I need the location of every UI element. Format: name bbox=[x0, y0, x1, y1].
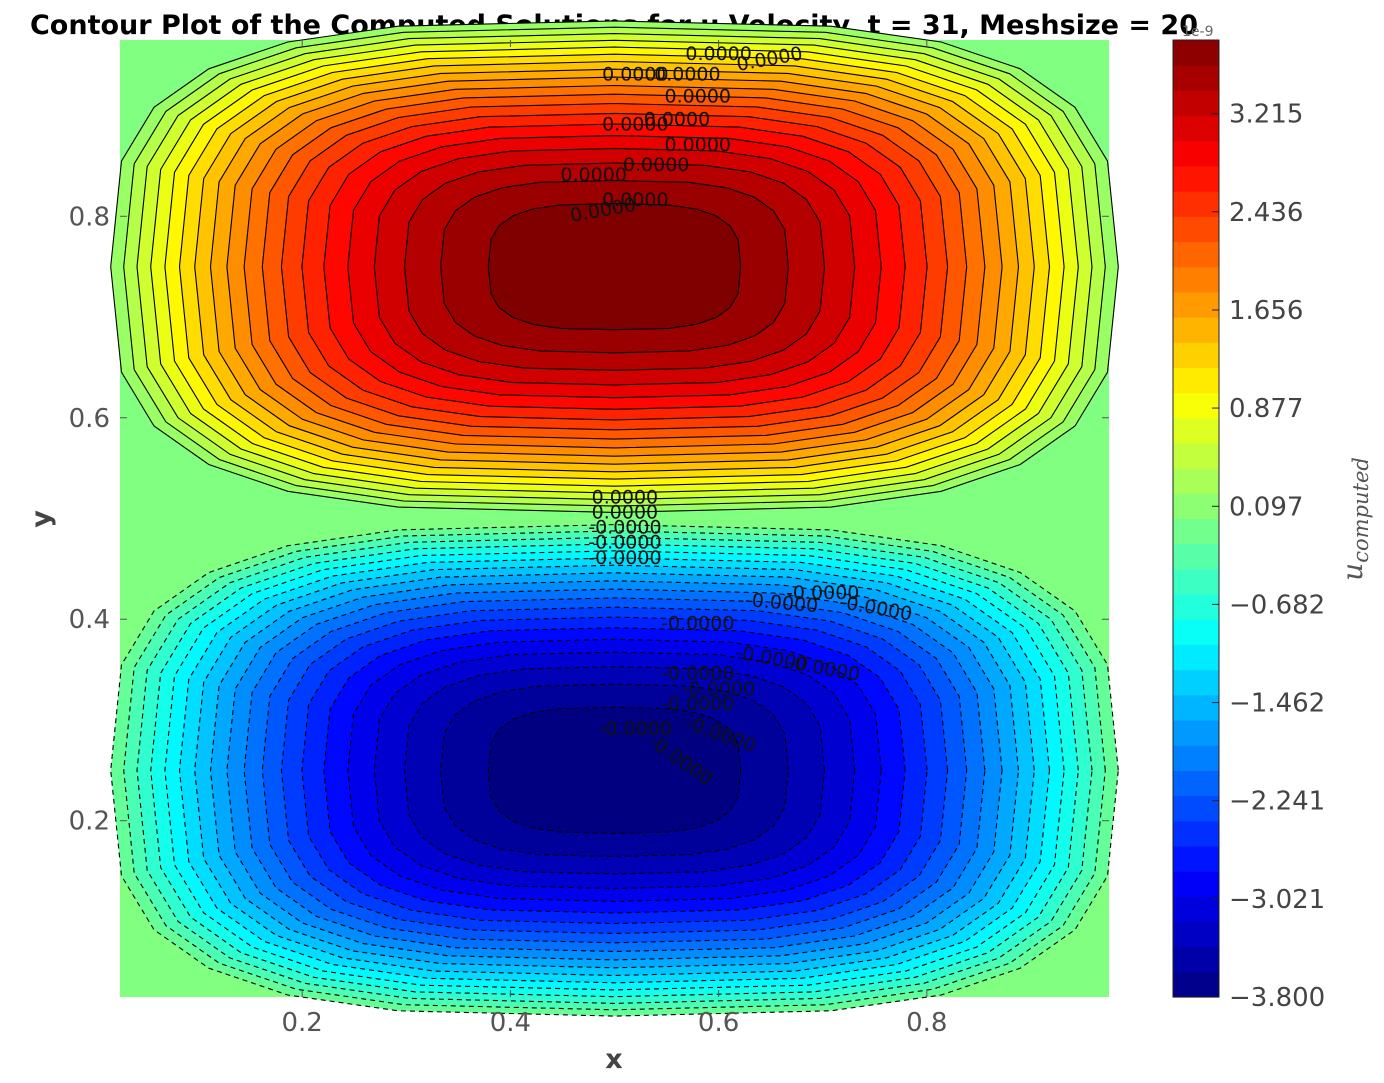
x-tick-label: 0.8 bbox=[906, 1008, 947, 1038]
colorbar-band bbox=[1173, 216, 1219, 243]
contour-label: 0.0000 bbox=[592, 502, 658, 524]
colorbar-frame bbox=[1172, 39, 1220, 998]
contour-label: -0.0000 bbox=[588, 517, 661, 539]
colorbar-label: ucomputed bbox=[1336, 457, 1373, 581]
colorbar-band bbox=[1173, 896, 1219, 923]
colorbar-band bbox=[1173, 65, 1219, 91]
x-axis-label: x bbox=[605, 1044, 622, 1075]
colorbar-band bbox=[1173, 644, 1219, 671]
colorbar-band bbox=[1173, 115, 1219, 142]
contour-label: 0.0000 bbox=[623, 154, 689, 176]
colorbar-tick-label: 2.436 bbox=[1229, 198, 1303, 228]
y-tick-label: 0.4 bbox=[69, 605, 110, 635]
x-tick-label: 0.6 bbox=[698, 1008, 739, 1038]
contour-label: -0.0000 bbox=[661, 693, 734, 715]
contour-labels: 0.00000.00000.00000.00000.00000.00000.00… bbox=[560, 43, 913, 791]
contour-label: -0.0000 bbox=[682, 678, 755, 700]
colorbar-band bbox=[1173, 795, 1219, 822]
colorbar-band bbox=[1173, 442, 1219, 469]
colorbar-tick-label: 0.877 bbox=[1229, 394, 1303, 424]
contour-label: 0.0000 bbox=[665, 134, 731, 156]
colorbar-band bbox=[1173, 871, 1219, 897]
colorbar-band bbox=[1173, 518, 1219, 545]
colorbar-band bbox=[1173, 367, 1219, 394]
colorbar-band bbox=[1173, 493, 1219, 520]
colorbar-band bbox=[1173, 921, 1219, 948]
colorbar-band bbox=[1173, 845, 1219, 872]
x-tick-label: 0.2 bbox=[282, 1008, 323, 1038]
colorbar-band bbox=[1173, 694, 1219, 721]
contour-label: 0.0000 bbox=[685, 43, 751, 65]
colorbar-band bbox=[1173, 619, 1219, 646]
contour-label: -0.0000 bbox=[661, 612, 734, 634]
contour-label: 0.0000 bbox=[602, 114, 668, 136]
x-tick-label: 0.4 bbox=[490, 1008, 531, 1038]
colorbar-band bbox=[1173, 594, 1219, 620]
colorbar-band bbox=[1173, 568, 1219, 595]
colorbar-band bbox=[1173, 140, 1219, 167]
colorbar-tick-label: 1.656 bbox=[1229, 296, 1303, 326]
colorbar-band bbox=[1173, 946, 1219, 973]
colorbar-band bbox=[1173, 417, 1219, 444]
colorbar-band bbox=[1173, 291, 1219, 318]
colorbar-tick-label: −3.021 bbox=[1229, 885, 1325, 915]
colorbar-band bbox=[1173, 165, 1219, 192]
colorbar-band bbox=[1173, 241, 1219, 268]
colorbar-band bbox=[1173, 266, 1219, 293]
colorbar-band bbox=[1173, 40, 1219, 66]
colorbar-tick-label: −0.682 bbox=[1229, 590, 1325, 620]
contour-label: -0.0000 bbox=[661, 663, 734, 685]
colorbar-label-sub: computed bbox=[1349, 457, 1373, 563]
positive-vortex-contours bbox=[110, 20, 1119, 513]
colorbar-tick-label: 0.097 bbox=[1229, 492, 1303, 522]
colorbar-band bbox=[1173, 971, 1219, 998]
colorbar-band bbox=[1173, 669, 1219, 696]
colorbar-tick-label: 3.215 bbox=[1229, 100, 1303, 130]
colorbar-band bbox=[1173, 770, 1219, 797]
x-axis: 0.2 0.4 0.6 0.8 bbox=[282, 40, 947, 1038]
colorbar-offset-text: 1e-9 bbox=[1182, 24, 1213, 40]
colorbar-tick-label: −2.241 bbox=[1229, 787, 1325, 817]
colorbar-band bbox=[1173, 342, 1219, 368]
colorbar-band bbox=[1173, 90, 1219, 117]
colorbar-band bbox=[1173, 392, 1219, 419]
negative-vortex-contours bbox=[110, 524, 1119, 1017]
colorbar-label-main: u bbox=[1336, 563, 1369, 581]
contour-label: 0.0000 bbox=[602, 63, 668, 85]
colorbar-band bbox=[1173, 820, 1219, 847]
y-tick-label: 0.8 bbox=[69, 202, 110, 232]
contour-label: -0.0000 bbox=[786, 582, 859, 604]
contour-level bbox=[487, 203, 742, 331]
contour-label: 0.0000 bbox=[560, 164, 626, 186]
contour-label: 0.0000 bbox=[654, 63, 720, 85]
colorbar-band bbox=[1173, 468, 1219, 494]
colorbar-band bbox=[1173, 317, 1219, 343]
colorbar-band bbox=[1173, 719, 1219, 746]
colorbar-band bbox=[1173, 543, 1219, 570]
plot-area: 0.00000.00000.00000.00000.00000.00000.00… bbox=[110, 20, 1119, 1017]
colorbar-band bbox=[1173, 191, 1219, 217]
contour-level bbox=[487, 706, 742, 834]
y-axis-label: y bbox=[26, 510, 57, 528]
contour-label: -0.0000 bbox=[599, 718, 672, 740]
contour-label: 0.0000 bbox=[644, 109, 710, 131]
colorbar-tick-label: −3.800 bbox=[1229, 983, 1325, 1013]
y-axis: 0.2 0.4 0.6 0.8 bbox=[69, 202, 1109, 837]
contour-label: -0.0000 bbox=[588, 547, 661, 569]
y-tick-label: 0.2 bbox=[69, 807, 110, 837]
contour-label: -0.0000 bbox=[588, 532, 661, 554]
y-tick-label: 0.6 bbox=[69, 404, 110, 434]
contour-label: 0.0000 bbox=[602, 189, 668, 211]
contour-label: 0.0000 bbox=[592, 486, 658, 508]
colorbar: 3.215 2.436 1.656 0.877 0.097 −0.682 −1.462 −2.… bbox=[1172, 39, 1325, 1013]
contour-label: 0.0000 bbox=[665, 85, 731, 107]
colorbar-band bbox=[1173, 745, 1219, 771]
colorbar-tick-label: −1.462 bbox=[1229, 689, 1325, 719]
